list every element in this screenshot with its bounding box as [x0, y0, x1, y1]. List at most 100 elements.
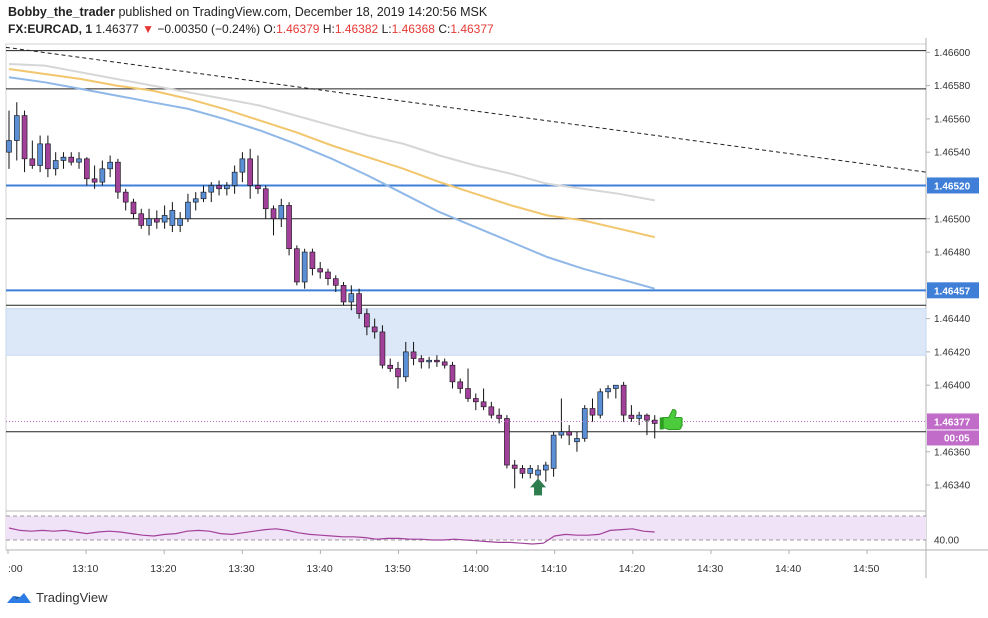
candle[interactable]: [185, 201, 191, 220]
candle[interactable]: [231, 171, 238, 186]
candle[interactable]: [294, 248, 300, 283]
candle[interactable]: [628, 414, 635, 419]
candle[interactable]: [255, 185, 261, 190]
thumbs-up-icon[interactable]: [662, 408, 683, 430]
candle[interactable]: [364, 313, 370, 328]
candle[interactable]: [395, 368, 401, 378]
symbol-label[interactable]: FX:EURCAD, 1: [8, 22, 93, 36]
candle[interactable]: [465, 388, 471, 399]
thumbs-up-cuff: [659, 417, 664, 430]
candle[interactable]: [169, 210, 176, 226]
candle[interactable]: [348, 293, 355, 303]
candle[interactable]: [558, 431, 565, 436]
candle[interactable]: [597, 391, 604, 416]
candle[interactable]: [589, 408, 596, 416]
candle[interactable]: [138, 213, 145, 226]
candle[interactable]: [52, 160, 59, 170]
candle[interactable]: [13, 115, 20, 141]
price-tick-label: 1.46480: [934, 248, 971, 259]
candle[interactable]: [457, 381, 464, 389]
candle[interactable]: [91, 178, 98, 183]
last-price-label: 1.46377: [934, 417, 971, 428]
candle[interactable]: [84, 158, 90, 180]
candle[interactable]: [262, 188, 269, 210]
candle[interactable]: [574, 438, 580, 443]
candle[interactable]: [535, 469, 541, 476]
candle[interactable]: [488, 406, 495, 416]
candle[interactable]: [270, 208, 277, 220]
candle[interactable]: [239, 158, 246, 173]
candle[interactable]: [441, 361, 448, 366]
candle[interactable]: [146, 218, 152, 226]
candle[interactable]: [356, 293, 362, 314]
candle[interactable]: [122, 191, 129, 203]
candle[interactable]: [340, 285, 347, 303]
candle[interactable]: [402, 351, 409, 378]
candle[interactable]: [208, 185, 215, 193]
candle[interactable]: [644, 414, 650, 421]
candle[interactable]: [6, 140, 12, 153]
price-tick-label: 1.46580: [934, 81, 971, 92]
candle[interactable]: [480, 401, 487, 408]
candle[interactable]: [200, 191, 207, 200]
candle[interactable]: [45, 143, 51, 170]
chart-frame: [5, 43, 927, 551]
candle[interactable]: [636, 414, 642, 419]
candle[interactable]: [60, 156, 67, 161]
candle[interactable]: [325, 271, 331, 279]
candle[interactable]: [543, 464, 549, 471]
candle[interactable]: [566, 431, 572, 436]
candle[interactable]: [224, 185, 230, 190]
candle[interactable]: [527, 468, 534, 474]
candle[interactable]: [317, 268, 324, 273]
candle[interactable]: [496, 414, 502, 419]
time-tick-label: 13:30: [228, 563, 254, 575]
candle[interactable]: [511, 464, 518, 469]
candle[interactable]: [371, 326, 378, 333]
author-name[interactable]: Bobby_the_trader: [8, 5, 115, 19]
candle[interactable]: [21, 115, 28, 160]
candle[interactable]: [426, 359, 432, 363]
low-value: 1.46368: [391, 22, 435, 36]
candle[interactable]: [605, 388, 611, 393]
candle[interactable]: [161, 215, 168, 223]
candle[interactable]: [434, 359, 440, 363]
candle[interactable]: [472, 398, 479, 403]
candle[interactable]: [37, 143, 43, 166]
candle[interactable]: [418, 358, 425, 363]
trend-line[interactable]: [5, 46, 927, 173]
candle[interactable]: [29, 158, 36, 166]
candle[interactable]: [449, 364, 456, 383]
candle[interactable]: [216, 185, 222, 190]
candle[interactable]: [301, 251, 308, 283]
candle[interactable]: [278, 205, 285, 220]
candle[interactable]: [247, 158, 253, 186]
candle[interactable]: [332, 278, 339, 286]
candle[interactable]: [192, 198, 199, 203]
tradingview-logo-icon[interactable]: [6, 591, 32, 605]
candle[interactable]: [379, 331, 386, 366]
candle[interactable]: [309, 251, 316, 269]
candle[interactable]: [410, 351, 417, 359]
candle[interactable]: [130, 201, 137, 215]
candle[interactable]: [154, 218, 160, 223]
resistance-zone[interactable]: [5, 308, 927, 356]
candle[interactable]: [177, 218, 183, 226]
candle[interactable]: [613, 384, 619, 389]
candle[interactable]: [581, 408, 588, 439]
tradingview-brand[interactable]: TradingView: [36, 590, 108, 605]
candle[interactable]: [286, 205, 292, 250]
buy-arrow-icon[interactable]: [530, 478, 547, 496]
last-price-label-bg: [927, 413, 979, 430]
candle[interactable]: [107, 161, 113, 170]
candle[interactable]: [519, 468, 526, 474]
candle[interactable]: [68, 156, 75, 163]
candle[interactable]: [620, 384, 627, 416]
candle[interactable]: [76, 158, 82, 163]
candle[interactable]: [99, 168, 106, 183]
candle[interactable]: [115, 161, 121, 193]
candle[interactable]: [504, 418, 510, 466]
candle[interactable]: [550, 434, 557, 469]
candle[interactable]: [387, 364, 394, 369]
